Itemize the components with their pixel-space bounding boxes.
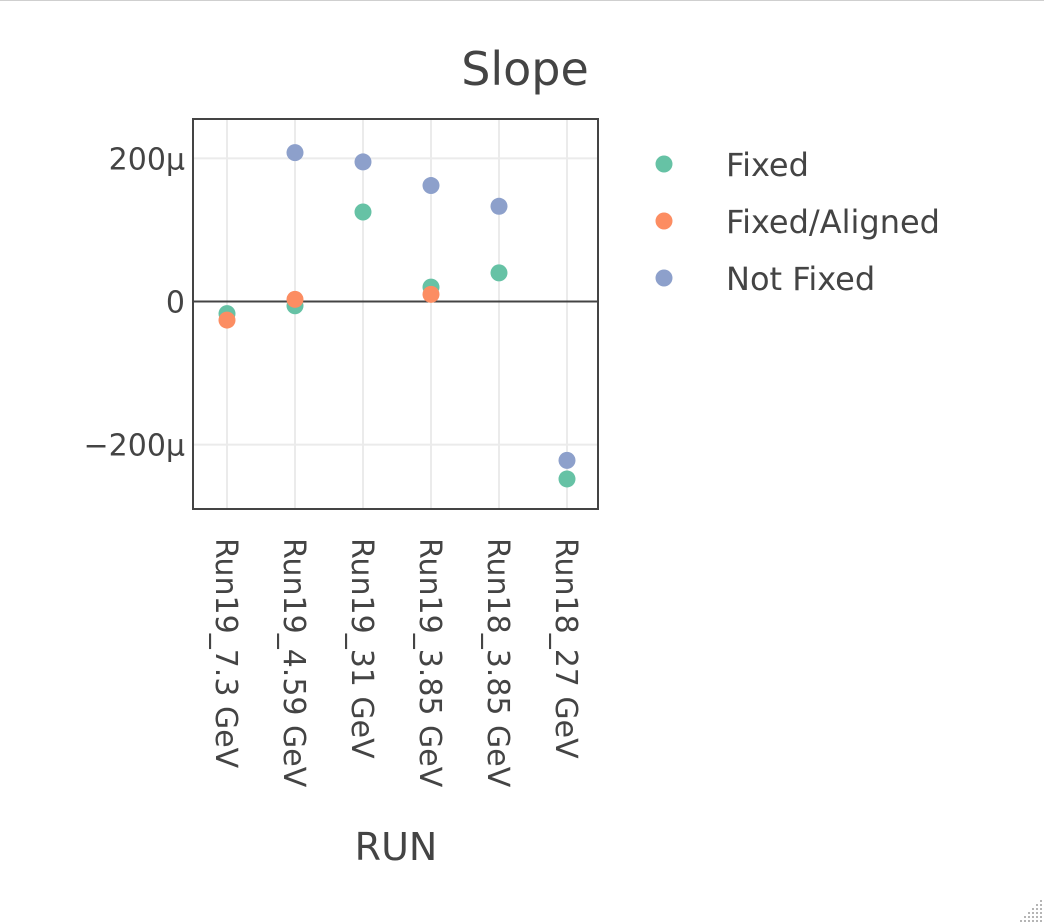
x-tick-label: Run19_4.59 GeV [276, 538, 311, 788]
top-border [0, 0, 1044, 1]
y-tick-label: 200μ [109, 142, 185, 177]
x-axis-ticks: Run19_7.3 GeV Run19_4.59 GeV Run19_31 GeV R… [208, 538, 583, 788]
point-not-fixed[interactable] [422, 177, 440, 195]
x-axis-title: RUN [355, 825, 438, 869]
x-tick-label: Run18_3.85 GeV [480, 538, 515, 788]
legend-label-fixed-aligned[interactable]: Fixed/Aligned [726, 203, 940, 241]
legend-label-not-fixed[interactable]: Not Fixed [726, 260, 875, 298]
x-tick-label: Run19_3.85 GeV [412, 538, 447, 788]
data-points [218, 144, 576, 488]
x-tick-label: Run19_7.3 GeV [208, 538, 243, 769]
x-tick-label: Run18_27 GeV [548, 538, 583, 759]
point-not-fixed[interactable] [490, 197, 508, 215]
legend-marker-fixed-aligned[interactable] [655, 212, 673, 230]
point-fixed-aligned[interactable] [422, 285, 440, 303]
chart-title: Slope [461, 42, 589, 96]
point-fixed[interactable] [558, 470, 576, 488]
y-axis-ticks: 200μ 0 −200μ [84, 142, 185, 463]
point-fixed-aligned[interactable] [218, 311, 236, 329]
y-tick-label: 0 [166, 285, 185, 320]
resize-grip-icon[interactable] [1014, 894, 1044, 924]
legend[interactable]: Fixed Fixed/Aligned Not Fixed [655, 146, 940, 298]
grid [193, 119, 598, 509]
legend-marker-not-fixed[interactable] [655, 269, 673, 287]
legend-marker-fixed[interactable] [655, 155, 673, 173]
x-tick-label: Run19_31 GeV [344, 538, 379, 759]
point-not-fixed[interactable] [558, 451, 576, 469]
point-fixed-aligned[interactable] [286, 290, 304, 308]
point-fixed[interactable] [354, 203, 372, 221]
point-not-fixed[interactable] [286, 144, 304, 162]
legend-label-fixed[interactable]: Fixed [726, 146, 809, 184]
plot-frame [192, 118, 599, 510]
point-fixed[interactable] [490, 264, 508, 282]
point-not-fixed[interactable] [354, 153, 372, 171]
y-tick-label: −200μ [84, 429, 185, 464]
